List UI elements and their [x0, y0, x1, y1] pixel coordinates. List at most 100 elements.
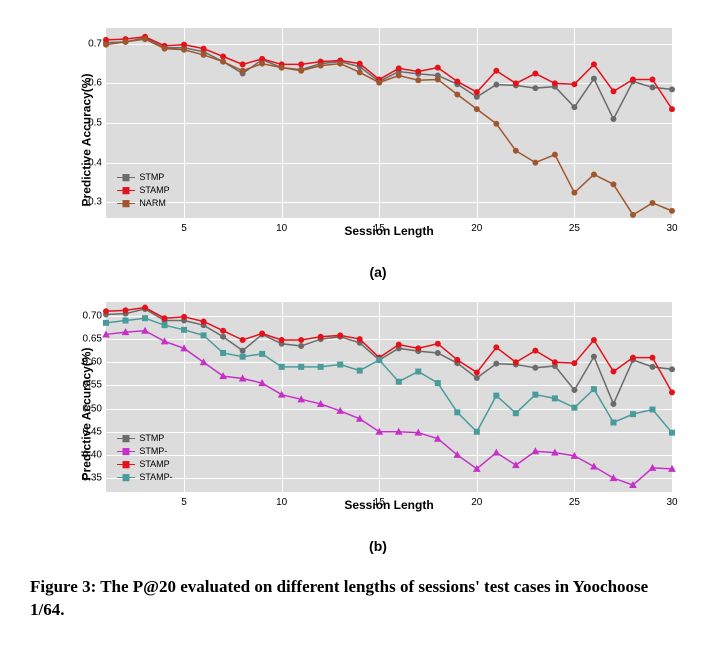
- series-marker: [416, 69, 421, 74]
- series-marker: [162, 323, 167, 328]
- series-marker: [650, 200, 655, 205]
- series-marker: [416, 346, 421, 351]
- series-marker: [552, 152, 557, 157]
- series-marker: [338, 61, 343, 66]
- series-marker: [143, 305, 148, 310]
- series-marker: [474, 376, 479, 381]
- series-marker: [474, 429, 479, 434]
- series-line-stamp: [106, 308, 672, 393]
- series-marker: [591, 464, 597, 470]
- series-marker: [493, 450, 499, 456]
- legend-label: STAMP: [139, 458, 169, 471]
- legend-swatch-icon: [117, 477, 135, 478]
- series-marker: [240, 348, 245, 353]
- chart-a-ylabel: Predictive Accuracy(%): [79, 74, 93, 207]
- legend-item: STAMP: [117, 184, 169, 197]
- series-marker: [552, 360, 557, 365]
- series-marker: [630, 355, 635, 360]
- chart-b-sublabel: (b): [68, 538, 688, 554]
- series-marker: [299, 338, 304, 343]
- legend-swatch-icon: [117, 438, 135, 439]
- series-marker: [650, 77, 655, 82]
- series-marker: [533, 365, 538, 370]
- series-marker: [104, 42, 109, 47]
- series-marker: [416, 369, 421, 374]
- series-marker: [240, 338, 245, 343]
- series-marker: [611, 117, 616, 122]
- series-marker: [611, 182, 616, 187]
- series-marker: [182, 47, 187, 52]
- series-marker: [513, 360, 518, 365]
- series-marker: [338, 362, 343, 367]
- series-marker: [260, 331, 265, 336]
- legend-item: STMP: [117, 171, 169, 184]
- series-marker: [630, 77, 635, 82]
- series-marker: [279, 65, 284, 70]
- series-marker: [357, 337, 362, 342]
- series-marker: [143, 37, 148, 42]
- series-marker: [533, 348, 538, 353]
- series-marker: [435, 381, 440, 386]
- series-marker: [455, 79, 460, 84]
- series-marker: [494, 361, 499, 366]
- series-marker: [611, 89, 616, 94]
- series-marker: [299, 62, 304, 67]
- series-marker: [533, 160, 538, 165]
- series-marker: [572, 105, 577, 110]
- chart-a-svg: [106, 28, 672, 218]
- series-marker: [630, 212, 635, 217]
- series-marker: [435, 77, 440, 82]
- series-marker: [455, 92, 460, 97]
- series-marker: [474, 370, 479, 375]
- series-marker: [513, 411, 518, 416]
- series-marker: [435, 350, 440, 355]
- series-marker: [572, 82, 577, 87]
- series-marker: [435, 65, 440, 70]
- series-marker: [650, 407, 655, 412]
- series-marker: [670, 430, 675, 435]
- legend-label: STMP-: [139, 445, 167, 458]
- series-marker: [123, 308, 128, 313]
- chart-a-legend: STMPSTAMPNARM: [117, 171, 169, 210]
- series-marker: [552, 81, 557, 86]
- series-marker: [221, 350, 226, 355]
- legend-swatch-icon: [117, 451, 135, 452]
- series-marker: [221, 54, 226, 59]
- series-marker: [162, 338, 168, 344]
- series-marker: [533, 392, 538, 397]
- series-marker: [513, 148, 518, 153]
- series-marker: [572, 405, 577, 410]
- chart-a-plot-area: STMPSTAMPNARM 0.30.40.50.60.751015202530: [106, 28, 672, 218]
- series-marker: [455, 410, 460, 415]
- series-marker: [182, 314, 187, 319]
- series-marker: [591, 62, 596, 67]
- series-marker: [299, 68, 304, 73]
- series-marker: [162, 316, 167, 321]
- series-marker: [182, 42, 187, 47]
- series-marker: [650, 85, 655, 90]
- legend-label: NARM: [139, 197, 166, 210]
- series-marker: [591, 354, 596, 359]
- series-marker: [221, 334, 226, 339]
- legend-item: STMP-: [117, 445, 172, 458]
- series-line-narm: [106, 39, 672, 215]
- series-marker: [299, 344, 304, 349]
- series-marker: [474, 90, 479, 95]
- chart-a-sublabel: (a): [68, 264, 688, 280]
- series-marker: [318, 63, 323, 68]
- series-marker: [474, 107, 479, 112]
- series-marker: [552, 396, 557, 401]
- legend-swatch-icon: [117, 203, 135, 204]
- series-marker: [513, 81, 518, 86]
- series-marker: [357, 61, 362, 66]
- series-marker: [591, 338, 596, 343]
- series-marker: [494, 393, 499, 398]
- series-marker: [416, 78, 421, 83]
- series-marker: [533, 71, 538, 76]
- series-marker: [240, 354, 245, 359]
- figure-caption: Figure 3: The P@20 evaluated on differen…: [30, 576, 678, 622]
- chart-b-xlabel: Session Length: [106, 498, 672, 512]
- series-marker: [610, 475, 616, 481]
- series-marker: [377, 357, 382, 362]
- series-marker: [611, 401, 616, 406]
